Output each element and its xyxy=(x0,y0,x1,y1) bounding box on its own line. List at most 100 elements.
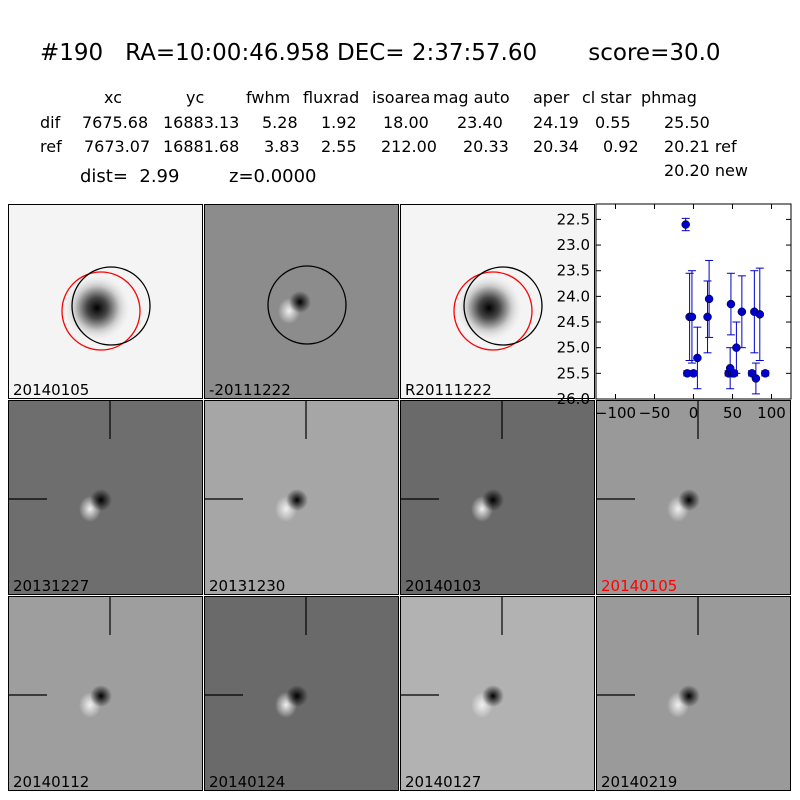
table-cell: 20.33 xyxy=(463,137,509,156)
z-value: z=0.0000 xyxy=(229,166,317,187)
negative-residual xyxy=(289,291,311,313)
table-cell: 18.00 xyxy=(383,113,429,132)
y-tick-label: 26.0 xyxy=(557,390,590,408)
x-tick-label: 0 xyxy=(689,404,699,422)
x-tick-label: −50 xyxy=(639,404,671,422)
table-cell: 1.92 xyxy=(321,113,357,132)
image-panel: -20111222 xyxy=(204,204,399,399)
column-header: xc xyxy=(104,88,122,107)
table-cell: 23.40 xyxy=(457,113,503,132)
cutout-image xyxy=(453,266,543,351)
image-panel: 20131227 xyxy=(8,400,203,595)
data-point xyxy=(689,369,698,378)
image-panel: 20140124 xyxy=(204,596,399,791)
panel-date-label: 20140127 xyxy=(405,773,482,791)
page-title: #190 RA=10:00:46.958 DEC= 2:37:57.60 sco… xyxy=(40,40,721,66)
data-point xyxy=(726,272,736,336)
table-cell: 16883.13 xyxy=(163,113,240,132)
panel-date-label: 20140105 xyxy=(13,381,90,399)
negative-residual xyxy=(90,489,112,511)
panel-date-label: 20140124 xyxy=(209,773,286,791)
y-tick-label: 24.0 xyxy=(557,287,590,305)
data-point xyxy=(704,259,714,338)
panel-date-label: R20111222 xyxy=(405,381,492,399)
y-tick-label: 23.5 xyxy=(557,262,590,280)
data-point xyxy=(681,217,690,232)
data-point xyxy=(687,270,697,364)
table-cell: 16881.68 xyxy=(163,137,240,156)
column-header: aper xyxy=(533,88,570,107)
table-cell: 2.55 xyxy=(321,137,357,156)
negative-residual xyxy=(286,489,308,511)
data-point xyxy=(751,362,761,395)
y-tick-label: 25.5 xyxy=(557,364,590,382)
column-header: mag auto xyxy=(433,88,510,107)
black-circle xyxy=(267,265,347,345)
cutout-image xyxy=(205,401,308,522)
table-cell: 5.28 xyxy=(262,113,298,132)
image-panel: 20140112 xyxy=(8,596,203,791)
image-panel: 20131230 xyxy=(204,400,399,595)
panel-date-label: 20140112 xyxy=(13,773,90,791)
column-header: yc xyxy=(186,88,205,107)
negative-residual xyxy=(678,685,700,707)
phmag-new: 20.20 new xyxy=(664,161,748,180)
negative-residual xyxy=(482,685,504,707)
row-label: dif xyxy=(40,113,61,132)
x-tick-label: 100 xyxy=(757,404,786,422)
table-cell: 24.19 xyxy=(533,113,579,132)
black-circle xyxy=(463,266,543,346)
red-circle xyxy=(453,271,533,351)
image-panel: 20140127 xyxy=(400,596,595,791)
plot-frame xyxy=(595,203,792,400)
panel-date-label: -20111222 xyxy=(209,381,291,399)
y-tick-label: 22.5 xyxy=(557,210,590,228)
x-tick-label: 50 xyxy=(723,404,742,422)
image-panel: 20140103 xyxy=(400,400,595,595)
data-point xyxy=(683,369,692,378)
y-tick-label: 24.5 xyxy=(557,313,590,331)
table-cell: 20.34 xyxy=(533,137,579,156)
column-header: fwhm xyxy=(246,88,291,107)
data-point xyxy=(732,321,741,374)
table-cell: 25.50 xyxy=(664,113,710,132)
data-point xyxy=(737,275,747,349)
cutout-image xyxy=(401,597,504,718)
panel-date-label: 20140105 xyxy=(601,577,678,595)
table-cell: 3.83 xyxy=(264,137,300,156)
image-panel: 20140105 xyxy=(596,400,791,595)
panel-date-label: 20131227 xyxy=(13,577,90,595)
cutout-image xyxy=(205,597,308,718)
table-cell: 7673.07 xyxy=(84,137,151,156)
table-cell: 0.55 xyxy=(595,113,631,132)
image-panel: R20111222 xyxy=(400,204,595,399)
cutout-image xyxy=(597,597,700,718)
cutout-image xyxy=(401,401,504,522)
y-tick-label: 23.0 xyxy=(557,236,590,254)
column-header: fluxrad xyxy=(303,88,360,107)
panel-date-label: 20140103 xyxy=(405,577,482,595)
column-header: phmag xyxy=(641,88,697,107)
column-header: isoarea xyxy=(372,88,431,107)
table-cell: 212.00 xyxy=(381,137,437,156)
table-cell: 20.21 ref xyxy=(664,137,737,156)
y-tick-label: 25.0 xyxy=(557,339,590,357)
cutout-image xyxy=(61,266,151,351)
red-circle xyxy=(61,271,141,351)
table-cell: 0.92 xyxy=(603,137,639,156)
negative-residual xyxy=(286,685,308,707)
panel-date-label: 20131230 xyxy=(209,577,286,595)
image-panel: 20140219 xyxy=(596,596,791,791)
dist-value: dist= 2.99 xyxy=(80,166,180,187)
black-circle xyxy=(71,266,151,346)
panel-date-label: 20140219 xyxy=(601,773,678,791)
cutout-image xyxy=(267,265,347,345)
image-panel: 20140105 xyxy=(8,204,203,399)
cutout-image xyxy=(9,401,112,522)
negative-residual xyxy=(678,489,700,511)
negative-residual xyxy=(482,489,504,511)
source-blob xyxy=(63,274,131,342)
negative-residual xyxy=(90,685,112,707)
data-point xyxy=(761,369,770,378)
data-point xyxy=(693,326,702,390)
